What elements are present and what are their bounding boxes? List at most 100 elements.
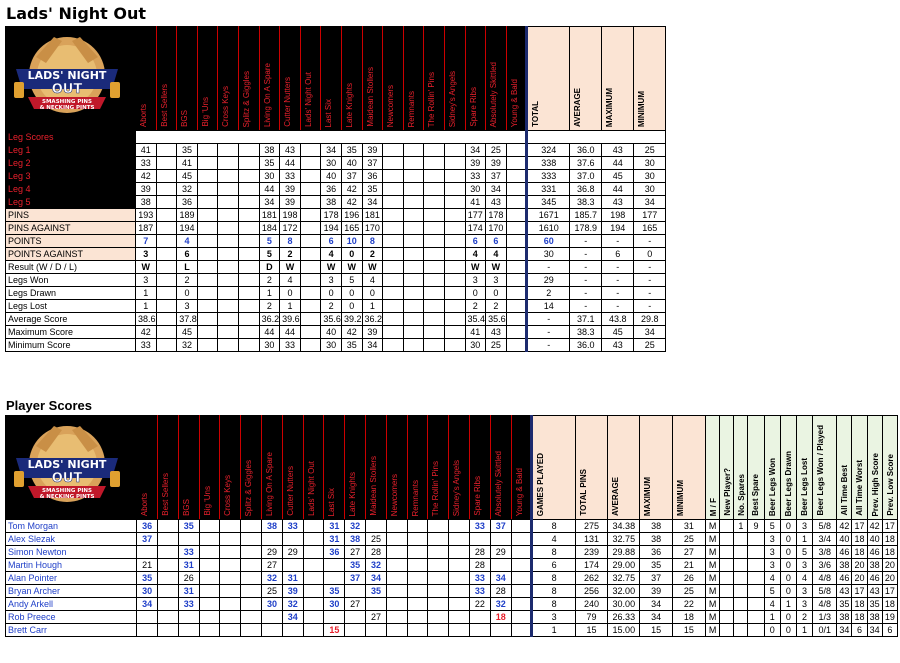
team-cell: W	[361, 260, 384, 274]
team-cell	[217, 156, 239, 170]
team-row: Leg 2 33 41 35 44 30 40 37 39 39 338 37.6 44 30	[5, 156, 667, 170]
player-extra-cell: 3	[763, 545, 781, 559]
player-extra-cell: 3/4	[812, 532, 838, 546]
player-extra-cell: 38	[866, 558, 883, 572]
player-summary-cell: 18	[671, 610, 707, 624]
player-score-cell	[469, 610, 491, 624]
player-score-cell	[136, 545, 159, 559]
team-cell: 37	[340, 169, 363, 183]
team-cell: 0	[340, 286, 363, 300]
team-cell: 2	[320, 299, 342, 313]
player-score-cell: 34	[281, 610, 304, 624]
team-cell: 193	[135, 208, 157, 222]
summary-cell: 36.0	[569, 338, 603, 352]
team-cell: 35	[340, 338, 363, 352]
player-score-cell: 29	[489, 545, 512, 559]
team-cell: 172	[279, 221, 301, 235]
team-cell	[299, 221, 322, 235]
row-label: Minimum Score	[5, 338, 136, 352]
team-header-4: Big 'Uns	[196, 26, 219, 131]
team-cell: 6	[464, 234, 487, 248]
team-header-2: Best Sellers	[157, 415, 179, 520]
team-cell: 33	[279, 338, 301, 352]
summary-header-label: AVERAGE	[573, 88, 583, 127]
team-cell	[237, 260, 260, 274]
team-name: Spare Ribs	[468, 87, 478, 127]
player-extra-cell: 3/8	[812, 545, 838, 559]
team-cell: 32	[176, 182, 198, 196]
team-cell	[155, 169, 178, 183]
team-cell	[155, 234, 178, 248]
summary-header-2: AVERAGE	[569, 26, 603, 131]
team-row: POINTS AGAINST 3 6 5 2 4 0 2 4 4 30-6 0	[5, 247, 667, 261]
team-cell	[217, 169, 239, 183]
player-score-cell	[240, 545, 263, 559]
summary-cell: 37.0	[569, 169, 603, 183]
player-extra-header-label: Best Spare	[751, 474, 761, 516]
player-score-cell	[385, 545, 408, 559]
player-summary-cell: 27	[671, 545, 707, 559]
player-score-cell	[198, 571, 221, 585]
player-summary-header-label: GAMES PLAYED	[536, 452, 546, 516]
player-score-cell: 33	[177, 597, 200, 611]
player-extra-cell: 3	[763, 558, 781, 572]
team-cell: 35.4	[464, 312, 487, 326]
summary-cell: -	[633, 234, 667, 248]
team-header-5: Cross Keys	[219, 415, 242, 520]
summary-cell: 29.8	[633, 312, 667, 326]
player-extra-cell: 2	[795, 610, 814, 624]
team-cell	[402, 260, 425, 274]
team-cell: 34	[361, 338, 384, 352]
player-score-cell: 27	[344, 597, 367, 611]
team-cell: 44	[279, 325, 301, 339]
player-score-cell	[219, 558, 242, 572]
team-cell	[382, 260, 404, 274]
row-label: POINTS	[5, 234, 136, 248]
team-cell	[155, 208, 178, 222]
team-cell: W	[485, 260, 507, 274]
team-cell: 33	[135, 338, 157, 352]
team-cell	[423, 143, 445, 157]
team-cell	[237, 273, 260, 287]
player-summary-cell: 239	[574, 545, 609, 559]
team-cell	[505, 286, 528, 300]
summary-header-1: TOTAL	[525, 26, 571, 131]
player-row: Alan Pointer 35 26 32 31 37 34 33 34 8 262 32.75 37 2…	[4, 571, 899, 585]
team-cell	[217, 208, 239, 222]
player-score-cell	[198, 545, 221, 559]
team-name: Maidean Stollers	[369, 456, 379, 516]
player-extra-cell: 0	[763, 623, 781, 637]
team-name: Absolutely Skittled	[489, 61, 499, 127]
player-extra-cell	[733, 545, 749, 559]
player-score-cell	[427, 584, 450, 598]
player-extra-cell: 3	[795, 597, 814, 611]
player-extra-cell	[747, 610, 765, 624]
summary-cell: 185.7	[569, 208, 603, 222]
player-extra-cell	[719, 545, 735, 559]
player-score-cell: 38	[261, 519, 283, 533]
team-cell	[217, 299, 239, 313]
team-cell: 7	[135, 234, 157, 248]
player-extra-cell: 0	[779, 623, 797, 637]
player-extra-cell: M	[705, 610, 721, 624]
player-extra-cell: 3	[795, 558, 814, 572]
player-score-cell	[448, 584, 471, 598]
player-extra-cell: 20	[851, 558, 868, 572]
team-cell: 35.6	[485, 312, 507, 326]
team-cell	[237, 286, 260, 300]
row-label: POINTS AGAINST	[5, 247, 136, 261]
summary-cell: 43.8	[601, 312, 635, 326]
team-row: Leg 1 41 35 38 43 34 35 39 34 25 324 36.0 43 25	[5, 143, 667, 157]
team-cell	[423, 273, 445, 287]
team-cell: 0	[176, 286, 198, 300]
team-cell	[505, 221, 528, 235]
player-score-cell	[136, 610, 159, 624]
svg-text:& NECKING PINTS: & NECKING PINTS	[40, 494, 95, 500]
team-cell: 30	[464, 182, 487, 196]
player-score-cell	[510, 623, 533, 637]
summary-cell: -	[601, 260, 635, 274]
team-header-11: Late Knights	[340, 26, 363, 131]
team-row: PINS 193 189 181 198 178 196 181 177 178 1671 185.7…	[5, 208, 667, 222]
player-score-cell	[198, 584, 221, 598]
team-cell: 170	[485, 221, 507, 235]
